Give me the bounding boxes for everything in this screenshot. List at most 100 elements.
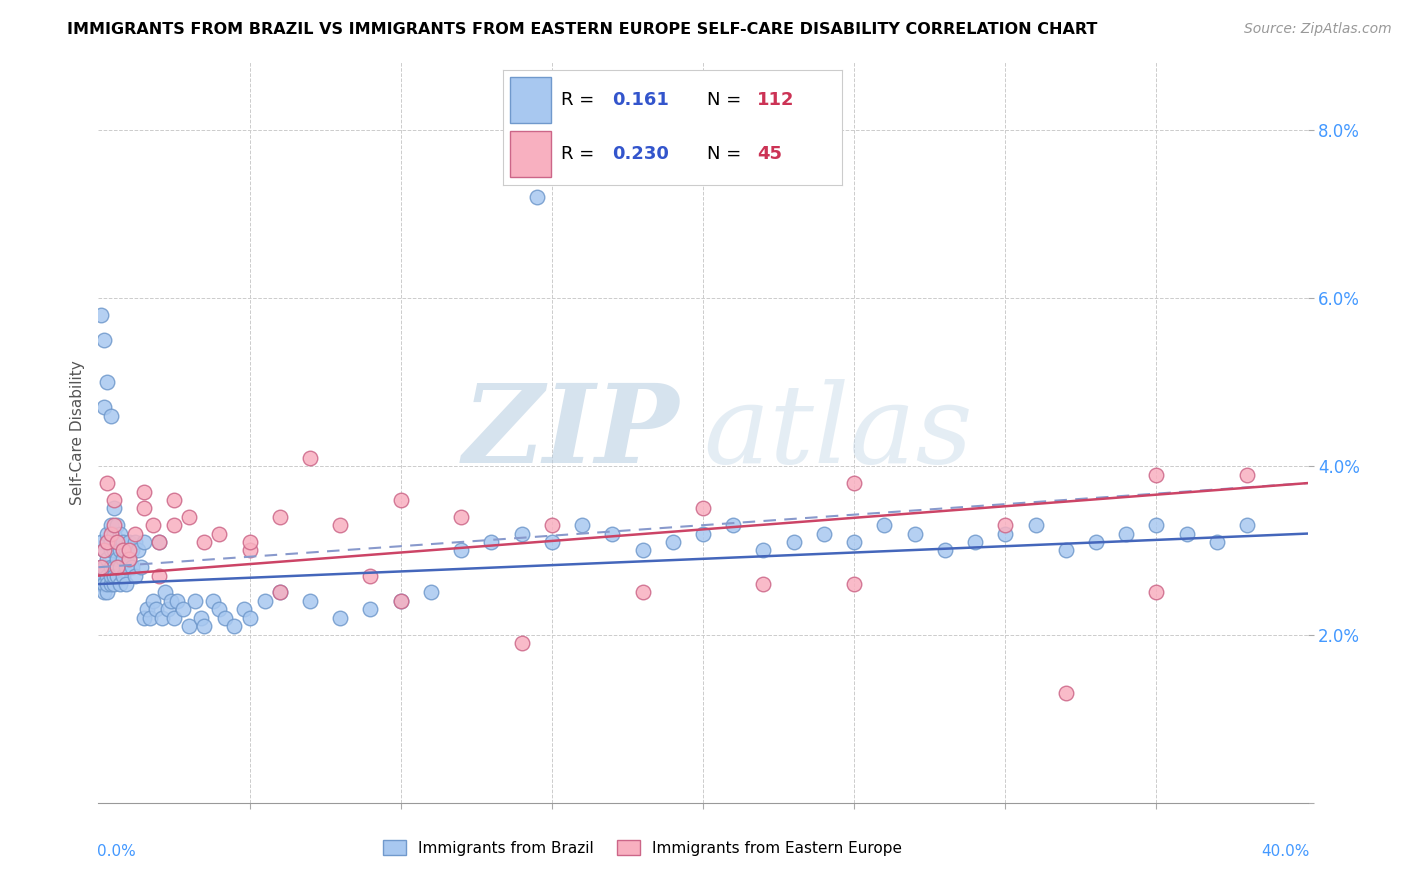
Point bbox=[994, 518, 1017, 533]
Point bbox=[269, 585, 291, 599]
Point bbox=[103, 568, 125, 582]
Legend: Immigrants from Brazil, Immigrants from Eastern Europe: Immigrants from Brazil, Immigrants from … bbox=[377, 834, 908, 862]
Point bbox=[232, 602, 254, 616]
Point bbox=[111, 551, 134, 566]
Point bbox=[90, 560, 112, 574]
Point bbox=[103, 501, 125, 516]
Point bbox=[90, 535, 112, 549]
Point bbox=[111, 543, 134, 558]
Point bbox=[253, 594, 276, 608]
Point bbox=[510, 526, 533, 541]
Point bbox=[93, 543, 115, 558]
Point bbox=[481, 535, 503, 549]
Text: Source: ZipAtlas.com: Source: ZipAtlas.com bbox=[1244, 22, 1392, 37]
Point bbox=[124, 568, 146, 582]
Point bbox=[239, 610, 262, 624]
Point bbox=[108, 560, 131, 574]
Point bbox=[90, 568, 112, 582]
Point bbox=[96, 535, 118, 549]
Point bbox=[172, 602, 194, 616]
Point bbox=[1054, 686, 1077, 700]
Point bbox=[148, 535, 170, 549]
Point bbox=[752, 543, 775, 558]
Point bbox=[179, 509, 201, 524]
Point bbox=[692, 501, 714, 516]
Point bbox=[783, 535, 806, 549]
Point bbox=[844, 535, 866, 549]
Point bbox=[100, 518, 122, 533]
Point bbox=[873, 518, 896, 533]
Point bbox=[100, 535, 122, 549]
Point bbox=[360, 602, 382, 616]
Point bbox=[93, 333, 115, 347]
Point bbox=[132, 501, 155, 516]
Point bbox=[1024, 518, 1046, 533]
Point bbox=[93, 543, 115, 558]
Point bbox=[100, 409, 122, 423]
Point bbox=[156, 602, 179, 616]
Point bbox=[96, 568, 118, 582]
Point bbox=[142, 518, 165, 533]
Point bbox=[1115, 526, 1137, 541]
Point bbox=[103, 518, 125, 533]
Point bbox=[661, 535, 683, 549]
Point bbox=[108, 577, 131, 591]
Point bbox=[163, 492, 186, 507]
Point bbox=[329, 518, 352, 533]
Point bbox=[121, 560, 143, 574]
Point bbox=[631, 543, 654, 558]
Point bbox=[184, 594, 207, 608]
Point bbox=[105, 535, 128, 549]
Point bbox=[124, 535, 146, 549]
Point bbox=[299, 450, 322, 465]
Point bbox=[105, 551, 128, 566]
Point bbox=[631, 585, 654, 599]
Point bbox=[100, 577, 122, 591]
Point bbox=[994, 526, 1017, 541]
Point bbox=[96, 375, 118, 389]
Point bbox=[124, 526, 146, 541]
Point bbox=[1206, 535, 1229, 549]
Point bbox=[179, 619, 201, 633]
Point bbox=[389, 594, 412, 608]
Point bbox=[420, 585, 443, 599]
Point bbox=[100, 543, 122, 558]
Text: 0.0%: 0.0% bbox=[97, 844, 136, 858]
Point bbox=[100, 568, 122, 582]
Point bbox=[96, 476, 118, 491]
Point bbox=[844, 476, 866, 491]
Point bbox=[965, 535, 987, 549]
Point bbox=[571, 518, 593, 533]
Point bbox=[96, 585, 118, 599]
Point bbox=[1144, 518, 1167, 533]
Point bbox=[93, 401, 115, 415]
Point bbox=[93, 585, 115, 599]
Point bbox=[118, 535, 141, 549]
Point bbox=[142, 594, 165, 608]
Point bbox=[100, 526, 122, 541]
Point bbox=[114, 577, 136, 591]
Point bbox=[150, 610, 173, 624]
Point bbox=[148, 568, 170, 582]
Point bbox=[103, 577, 125, 591]
Point bbox=[1236, 467, 1258, 482]
Point bbox=[100, 560, 122, 574]
Point bbox=[118, 551, 141, 566]
Point bbox=[510, 636, 533, 650]
Point bbox=[813, 526, 835, 541]
Point bbox=[1054, 543, 1077, 558]
Point bbox=[329, 610, 352, 624]
Point bbox=[193, 619, 215, 633]
Point bbox=[1085, 535, 1108, 549]
Point bbox=[934, 543, 956, 558]
Point bbox=[269, 509, 291, 524]
Point bbox=[103, 560, 125, 574]
Point bbox=[202, 594, 225, 608]
Point bbox=[752, 577, 775, 591]
Point bbox=[114, 543, 136, 558]
Point bbox=[193, 535, 215, 549]
Point bbox=[103, 526, 125, 541]
Point bbox=[269, 585, 291, 599]
Point bbox=[723, 518, 745, 533]
Point bbox=[135, 602, 157, 616]
